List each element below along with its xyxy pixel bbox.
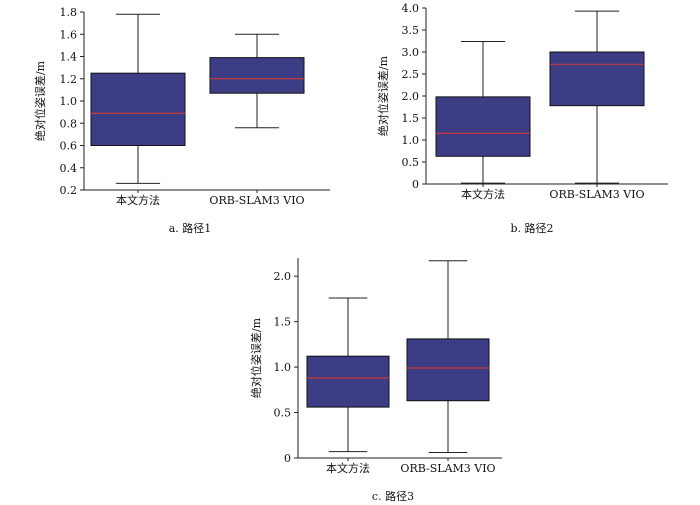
category-label: ORB-SLAM3 VIO bbox=[209, 194, 304, 207]
iqr-box bbox=[549, 51, 645, 107]
box-plot-1 bbox=[435, 40, 531, 184]
y-tick-label: 1.6 bbox=[60, 28, 78, 41]
box-plot-1 bbox=[306, 297, 390, 453]
iqr-box bbox=[90, 72, 186, 146]
y-axis-title: 绝对位姿误差/m bbox=[376, 55, 390, 136]
figure-caption: b. 路径2 bbox=[510, 222, 553, 235]
iqr-box bbox=[406, 338, 490, 402]
chart-panel-1: 0.2 0.4 0.6 0.8 1.0 1.2 1.4 1.6 1.8 绝对位姿误差/m 本文方法 O… bbox=[33, 6, 330, 235]
y-tick-label: 2.5 bbox=[402, 68, 420, 81]
box-plot-2 bbox=[209, 33, 305, 129]
y-tick-label: 0.5 bbox=[402, 156, 420, 169]
y-tick-label: 0.4 bbox=[60, 162, 78, 175]
y-tick-label: 0 bbox=[412, 178, 419, 191]
y-tick-label: 0.8 bbox=[60, 117, 78, 130]
y-tick-label: 1.2 bbox=[60, 73, 78, 86]
y-tick-label: 0 bbox=[284, 452, 291, 465]
category-label: ORB-SLAM3 VIO bbox=[400, 462, 495, 475]
figure-caption: c. 路径3 bbox=[372, 490, 414, 503]
category-label: 本文方法 bbox=[326, 461, 370, 475]
iqr-box bbox=[306, 355, 390, 408]
y-tick-label: 4.0 bbox=[402, 2, 420, 15]
y-tick-label: 1.8 bbox=[60, 6, 78, 19]
y-tick-label: 2.0 bbox=[402, 90, 420, 103]
y-tick-label: 0.2 bbox=[60, 184, 78, 197]
category-label: 本文方法 bbox=[461, 187, 505, 201]
y-tick-label: 1.0 bbox=[274, 361, 292, 374]
y-axis-title: 绝对位姿误差/m bbox=[33, 60, 47, 141]
y-tick-label: 1.5 bbox=[274, 316, 292, 329]
y-tick-label: 3.0 bbox=[402, 46, 420, 59]
y-tick-label: 2.0 bbox=[274, 270, 292, 283]
box-plot-2 bbox=[406, 260, 490, 454]
figure-caption: a. 路径1 bbox=[169, 222, 212, 235]
chart-panel-2: 0 0.5 1.0 1.5 2.0 2.5 3.0 3.5 4.0 绝对位姿误差/m 本文方法 ORB… bbox=[376, 2, 668, 235]
y-tick-label: 1.0 bbox=[60, 95, 78, 108]
chart-panel-3: 0 0.5 1.0 1.5 2.0 绝对位姿误差/m 本文方法 ORB-SLAM3 VIO c.… bbox=[249, 258, 502, 503]
iqr-box bbox=[209, 57, 305, 94]
y-tick-label: 3.5 bbox=[402, 24, 420, 37]
y-tick-label: 1.0 bbox=[402, 134, 420, 147]
box-plot-2 bbox=[549, 10, 645, 184]
category-label: 本文方法 bbox=[116, 193, 160, 207]
box-plot-1 bbox=[90, 13, 186, 184]
y-tick-label: 0.6 bbox=[60, 140, 78, 153]
iqr-box bbox=[435, 96, 531, 157]
y-tick-label: 0.5 bbox=[274, 407, 292, 420]
y-tick-label: 1.5 bbox=[402, 112, 420, 125]
y-axis-title: 绝对位姿误差/m bbox=[249, 317, 263, 398]
category-label: ORB-SLAM3 VIO bbox=[549, 188, 644, 201]
y-tick-label: 1.4 bbox=[60, 51, 78, 64]
